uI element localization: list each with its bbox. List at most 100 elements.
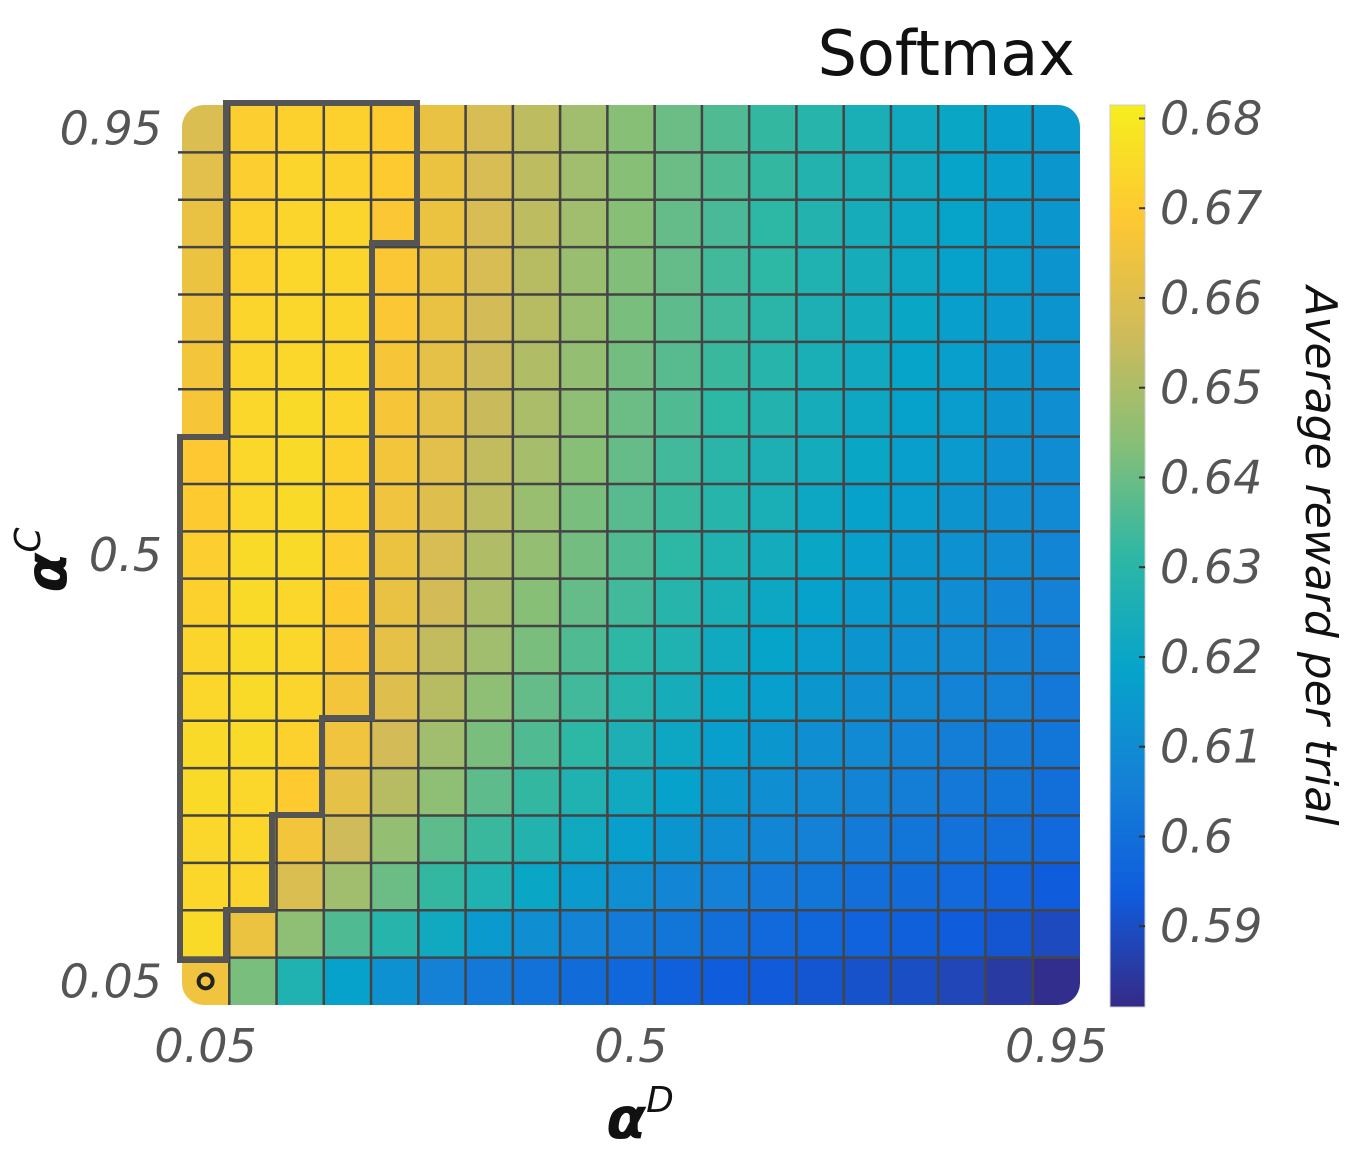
x-tick-label: 0.5 [594, 1019, 667, 1073]
heatmap-cell [843, 152, 892, 201]
heatmap-cell [560, 105, 608, 153]
colorbar-tick-label: 0.62 [1160, 630, 1262, 684]
y-axis-label: αC [8, 527, 80, 593]
heatmap-cell [843, 531, 892, 580]
heatmap-cell [985, 768, 1034, 817]
heatmap-cell [276, 626, 325, 674]
heatmap-cell [323, 247, 372, 295]
heatmap-cell [323, 957, 372, 1005]
heatmap-cell [607, 341, 656, 390]
heatmap-cell [890, 152, 939, 201]
heatmap-cell [512, 626, 561, 674]
heatmap-cell [182, 768, 230, 817]
heatmap-cell [749, 815, 797, 864]
colorbar-tick-label: 0.68 [1160, 91, 1262, 145]
heatmap-cell [985, 720, 1034, 769]
heatmap-cell [843, 389, 892, 438]
heatmap-cell [1032, 436, 1080, 485]
heatmap-cell [890, 910, 939, 959]
heatmap-cell [418, 957, 467, 1005]
heatmap-cell [560, 862, 608, 911]
heatmap-cell [749, 626, 797, 674]
heatmap-cell [560, 578, 608, 627]
heatmap-cell [843, 957, 892, 1005]
heatmap-cell [749, 436, 797, 485]
heatmap-cell [182, 626, 230, 674]
heatmap-cell [607, 389, 656, 438]
heatmap-cell [654, 247, 703, 295]
heatmap-cell [323, 768, 372, 817]
heatmap-cell [938, 389, 986, 438]
heatmap-cell [1032, 862, 1080, 911]
heatmap-cell [607, 105, 656, 153]
heatmap-cell [890, 720, 939, 769]
heatmap-cell [323, 436, 372, 485]
heatmap-cell [182, 199, 230, 248]
heatmap-cell [938, 957, 986, 1005]
heatmap-cell [843, 815, 892, 864]
heatmap-cell [843, 436, 892, 485]
y-tick-label: 0.05 [60, 954, 162, 1008]
heatmap-cell [890, 436, 939, 485]
heatmap-cell [749, 105, 797, 153]
heatmap-cell [512, 768, 561, 817]
heatmap-cell [182, 578, 230, 627]
heatmap-cell [890, 531, 939, 580]
heatmap-cell [276, 199, 325, 248]
heatmap-cell [418, 341, 467, 390]
heatmap-cell [654, 105, 703, 153]
heatmap-cell [465, 815, 514, 864]
heatmap-cell [701, 341, 750, 390]
heatmap-cell [985, 436, 1034, 485]
heatmap-cell [418, 720, 467, 769]
heatmap-cell [938, 862, 986, 911]
heatmap-cell [371, 768, 419, 817]
heatmap-cell [512, 862, 561, 911]
heatmap-cell [607, 673, 656, 722]
heatmap-cell [465, 436, 514, 485]
heatmap-cell [749, 152, 797, 201]
y-tick-label: 0.5 [89, 528, 162, 582]
heatmap-cell [843, 910, 892, 959]
heatmap-cell [323, 578, 372, 627]
heatmap-cell [985, 578, 1034, 627]
heatmap-cell [512, 910, 561, 959]
heatmap-cell [276, 768, 325, 817]
heatmap-cell [1032, 673, 1080, 722]
heatmap-cell [985, 862, 1034, 911]
heatmap-cell [182, 341, 230, 390]
heatmap-cell [843, 673, 892, 722]
heatmap-cell [1032, 483, 1080, 532]
heatmap-cell [229, 626, 278, 674]
heatmap-cell [182, 483, 230, 532]
heatmap-cell [843, 720, 892, 769]
heatmap-cell [701, 815, 750, 864]
heatmap-cell [512, 152, 561, 201]
heatmap-cell [229, 957, 278, 1005]
heatmap-cell [371, 957, 419, 1005]
heatmap-cell [607, 910, 656, 959]
heatmap-cell [465, 768, 514, 817]
heatmap-cell [843, 199, 892, 248]
heatmap-cell [985, 294, 1034, 343]
heatmap-cell [749, 247, 797, 295]
heatmap-cell [938, 483, 986, 532]
heatmap-cell [607, 862, 656, 911]
heatmap-cell [796, 815, 845, 864]
heatmap-cell [607, 294, 656, 343]
heatmap-cell [1032, 294, 1080, 343]
heatmap-cell [276, 957, 325, 1005]
x-tick-label: 0.95 [1005, 1019, 1107, 1073]
heatmap-cell [701, 578, 750, 627]
heatmap-cell [1032, 578, 1080, 627]
heatmap-cell [323, 815, 372, 864]
heatmap-cell [796, 578, 845, 627]
heatmap-cell [560, 247, 608, 295]
heatmap-cell [465, 862, 514, 911]
heatmap-cell [512, 815, 561, 864]
heatmap-cell [654, 720, 703, 769]
x-axis-label: αD [606, 1080, 674, 1152]
heatmap-cell [796, 720, 845, 769]
heatmap-cell [276, 105, 325, 153]
heatmap-cell [654, 294, 703, 343]
